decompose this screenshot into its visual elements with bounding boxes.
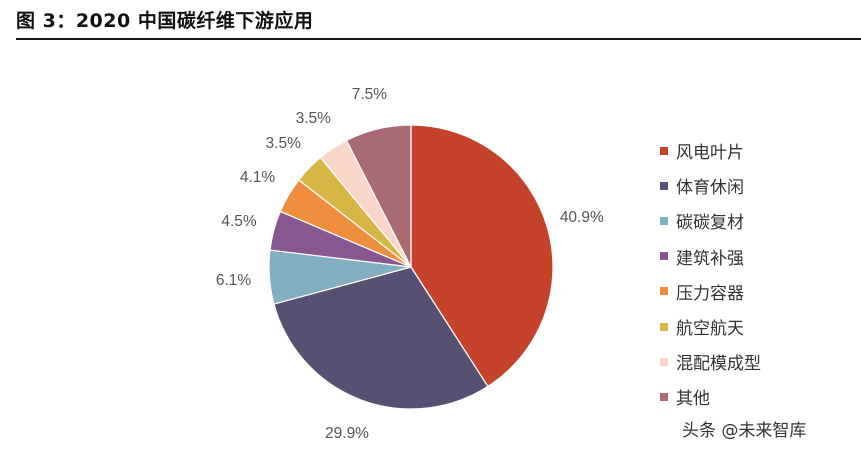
pie-slice-1 xyxy=(273,266,489,410)
legend-swatch-2 xyxy=(660,216,668,225)
slice-label-7: 7.5% xyxy=(352,86,388,103)
legend-label-6: 混配模成型 xyxy=(676,354,761,375)
legend-label-3: 建筑补强 xyxy=(676,248,744,269)
legend-item-2: 碳碳复材 xyxy=(660,203,761,238)
legend-label-2: 碳碳复材 xyxy=(676,213,744,234)
legend-swatch-1 xyxy=(660,181,668,190)
slice-label-2: 6.1% xyxy=(216,272,252,289)
legend-item-0: 风电叶片 xyxy=(660,133,761,168)
legend-label-4: 压力容器 xyxy=(676,283,744,304)
slice-label-1: 29.9% xyxy=(325,425,369,442)
title-divider xyxy=(16,38,861,40)
legend-swatch-3 xyxy=(660,252,668,261)
slice-label-4: 4.1% xyxy=(240,169,276,186)
legend-swatch-0 xyxy=(660,146,668,155)
legend-label-5: 航空航天 xyxy=(676,319,744,340)
slice-label-3: 4.5% xyxy=(221,213,257,230)
legend-item-4: 压力容器 xyxy=(660,274,761,309)
legend-label-1: 体育休闲 xyxy=(676,178,744,199)
pie-slice-7 xyxy=(345,124,412,268)
legend-label-0: 风电叶片 xyxy=(676,143,744,164)
slice-label-5: 3.5% xyxy=(266,135,302,152)
legend-item-1: 体育休闲 xyxy=(660,168,761,203)
slice-label-0: 40.9% xyxy=(560,209,604,226)
legend-label-7: 其他 xyxy=(676,389,710,410)
legend-swatch-4 xyxy=(660,287,668,296)
watermark: 头条 @未来智库 xyxy=(682,421,807,441)
legend-item-3: 建筑补强 xyxy=(660,239,761,274)
legend-item-6: 混配模成型 xyxy=(660,344,761,379)
legend-item-7: 其他 xyxy=(660,379,761,414)
legend-swatch-7 xyxy=(660,392,668,401)
figure-title: 图 3：2020 中国碳纤维下游应用 xyxy=(16,10,314,32)
chart-legend: 风电叶片体育休闲碳碳复材建筑补强压力容器航空航天混配模成型其他 xyxy=(660,133,761,415)
legend-swatch-6 xyxy=(660,357,668,366)
slice-label-6: 3.5% xyxy=(296,110,332,127)
legend-swatch-5 xyxy=(660,322,668,331)
legend-item-5: 航空航天 xyxy=(660,309,761,344)
